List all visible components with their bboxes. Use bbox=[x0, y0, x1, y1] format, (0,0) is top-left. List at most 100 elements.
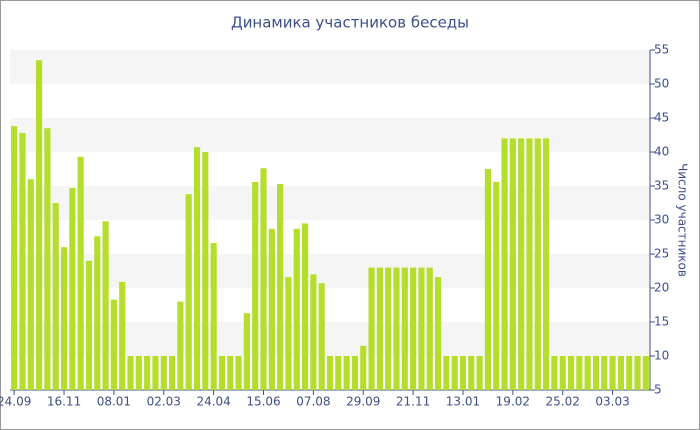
y-tick-label: 40 bbox=[654, 145, 669, 159]
bar bbox=[418, 267, 425, 390]
bar bbox=[85, 260, 93, 390]
bar bbox=[202, 152, 209, 390]
bar bbox=[27, 179, 34, 390]
bar bbox=[351, 356, 359, 390]
x-tick-label: 25.02 bbox=[546, 395, 580, 409]
bar bbox=[426, 267, 433, 390]
bar bbox=[102, 221, 109, 390]
grid-band bbox=[10, 50, 650, 84]
bar bbox=[626, 356, 633, 390]
bar bbox=[243, 313, 250, 390]
bar bbox=[443, 356, 450, 390]
x-tick-label: 24.09 bbox=[0, 395, 31, 409]
bar bbox=[518, 138, 525, 390]
bar bbox=[11, 126, 18, 390]
x-tick-label: 02.03 bbox=[147, 395, 181, 409]
bar bbox=[343, 356, 350, 390]
bar bbox=[468, 356, 475, 390]
bar bbox=[376, 267, 383, 390]
bar bbox=[144, 356, 151, 390]
y-tick-label: 35 bbox=[654, 179, 669, 193]
bar bbox=[210, 243, 217, 390]
bar bbox=[642, 356, 649, 390]
y-tick-label: 15 bbox=[654, 315, 669, 329]
bar bbox=[293, 228, 300, 390]
bar bbox=[335, 356, 342, 390]
bar bbox=[534, 138, 541, 390]
bar bbox=[60, 247, 68, 390]
bar bbox=[551, 356, 558, 390]
bar bbox=[169, 356, 176, 390]
bar bbox=[260, 168, 267, 390]
bar bbox=[326, 356, 334, 390]
bar bbox=[634, 356, 641, 390]
y-tick-label: 20 bbox=[654, 281, 669, 295]
bar bbox=[36, 60, 43, 390]
bar bbox=[509, 138, 516, 390]
bar bbox=[19, 132, 26, 390]
bar bbox=[434, 277, 442, 390]
bar bbox=[410, 267, 417, 390]
y-tick-label: 25 bbox=[654, 247, 669, 261]
bar bbox=[160, 356, 167, 390]
y-tick-label: 30 bbox=[654, 213, 669, 227]
y-axis-label: Число участников bbox=[676, 163, 690, 277]
y-tick-label: 5 bbox=[654, 383, 662, 397]
bar bbox=[601, 356, 608, 390]
x-tick-label: 03.03 bbox=[595, 395, 629, 409]
bar bbox=[385, 267, 392, 390]
grid-band bbox=[10, 186, 650, 220]
bar bbox=[252, 181, 259, 390]
bar bbox=[193, 147, 201, 390]
bar bbox=[451, 356, 458, 390]
bar bbox=[227, 356, 234, 390]
bar bbox=[285, 277, 292, 390]
y-tick-label: 50 bbox=[654, 77, 669, 91]
bar bbox=[69, 188, 76, 390]
y-tick-label: 45 bbox=[654, 111, 669, 125]
x-tick-label: 24.04 bbox=[196, 395, 230, 409]
x-tick-label: 07.08 bbox=[296, 395, 330, 409]
bar bbox=[185, 194, 192, 390]
bar bbox=[484, 169, 491, 390]
bar bbox=[277, 183, 284, 390]
bar bbox=[218, 356, 226, 390]
bar bbox=[77, 156, 84, 390]
y-tick-label: 55 bbox=[654, 43, 669, 57]
x-tick-label: 21.11 bbox=[396, 395, 430, 409]
bar bbox=[119, 281, 126, 390]
bar bbox=[584, 356, 591, 390]
bar bbox=[44, 128, 51, 390]
bar bbox=[617, 356, 624, 390]
bar bbox=[127, 356, 134, 390]
bar bbox=[268, 228, 275, 390]
bar bbox=[401, 267, 408, 390]
bar bbox=[318, 283, 325, 390]
grid-band bbox=[10, 118, 650, 152]
bar bbox=[476, 356, 483, 390]
bar bbox=[526, 138, 533, 390]
x-tick-label: 29.09 bbox=[346, 395, 380, 409]
bar bbox=[368, 267, 375, 390]
bar bbox=[235, 356, 242, 390]
x-tick-label: 19.02 bbox=[496, 395, 530, 409]
bar bbox=[360, 345, 367, 390]
x-tick-label: 13.01 bbox=[446, 395, 480, 409]
bar bbox=[459, 356, 467, 390]
bar bbox=[393, 267, 400, 390]
bar bbox=[559, 356, 566, 390]
x-tick-label: 16.11 bbox=[47, 395, 81, 409]
bar bbox=[493, 181, 500, 390]
bar bbox=[135, 356, 142, 390]
bar bbox=[501, 138, 508, 390]
chart-title: Динамика участников беседы bbox=[231, 14, 469, 32]
x-tick-label: 15.06 bbox=[246, 395, 280, 409]
bar bbox=[576, 356, 583, 390]
bar bbox=[110, 299, 117, 390]
bar bbox=[177, 301, 184, 390]
bar bbox=[52, 203, 59, 390]
bar bbox=[301, 223, 309, 390]
bar bbox=[567, 356, 575, 390]
bar bbox=[543, 138, 550, 390]
